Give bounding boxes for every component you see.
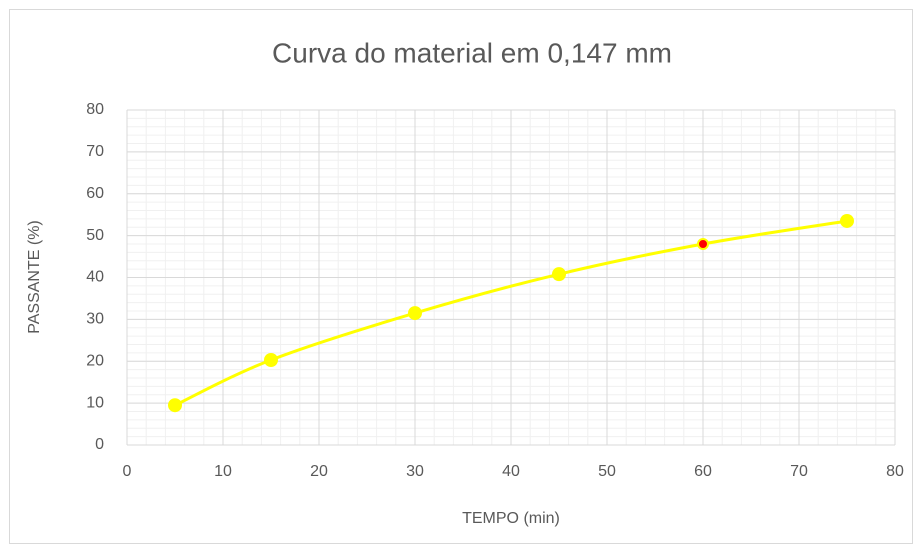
data-point bbox=[168, 398, 182, 413]
y-tick-label: 50 bbox=[86, 227, 104, 244]
x-tick-label: 30 bbox=[406, 463, 424, 480]
data-point bbox=[264, 352, 278, 367]
x-tick-label: 60 bbox=[694, 463, 712, 480]
data-point bbox=[552, 267, 566, 282]
data-point bbox=[840, 213, 854, 228]
x-tick-label: 70 bbox=[790, 463, 808, 480]
y-tick-label: 80 bbox=[86, 101, 104, 118]
x-tick-label: 0 bbox=[123, 463, 132, 480]
y-tick-label: 0 bbox=[95, 436, 104, 453]
x-tick-label: 40 bbox=[502, 463, 520, 480]
y-tick-label: 60 bbox=[86, 185, 104, 202]
x-tick-label: 80 bbox=[886, 463, 904, 480]
y-tick-label: 70 bbox=[86, 143, 104, 160]
y-tick-label: 30 bbox=[86, 311, 104, 328]
y-tick-label: 20 bbox=[86, 352, 104, 369]
chart-frame bbox=[9, 9, 913, 544]
x-tick-label: 10 bbox=[214, 463, 232, 480]
data-point bbox=[408, 306, 422, 321]
x-axis-title: TEMPO (min) bbox=[462, 510, 560, 527]
x-tick-label: 20 bbox=[310, 463, 328, 480]
y-axis-title: PASSANTE (%) bbox=[26, 220, 43, 334]
y-tick-label: 40 bbox=[86, 269, 104, 286]
chart-title: Curva do material em 0,147 mm bbox=[272, 37, 672, 68]
grid bbox=[126, 109, 896, 446]
y-tick-label: 10 bbox=[86, 394, 104, 411]
data-point bbox=[697, 238, 709, 250]
x-tick-label: 50 bbox=[598, 463, 616, 480]
